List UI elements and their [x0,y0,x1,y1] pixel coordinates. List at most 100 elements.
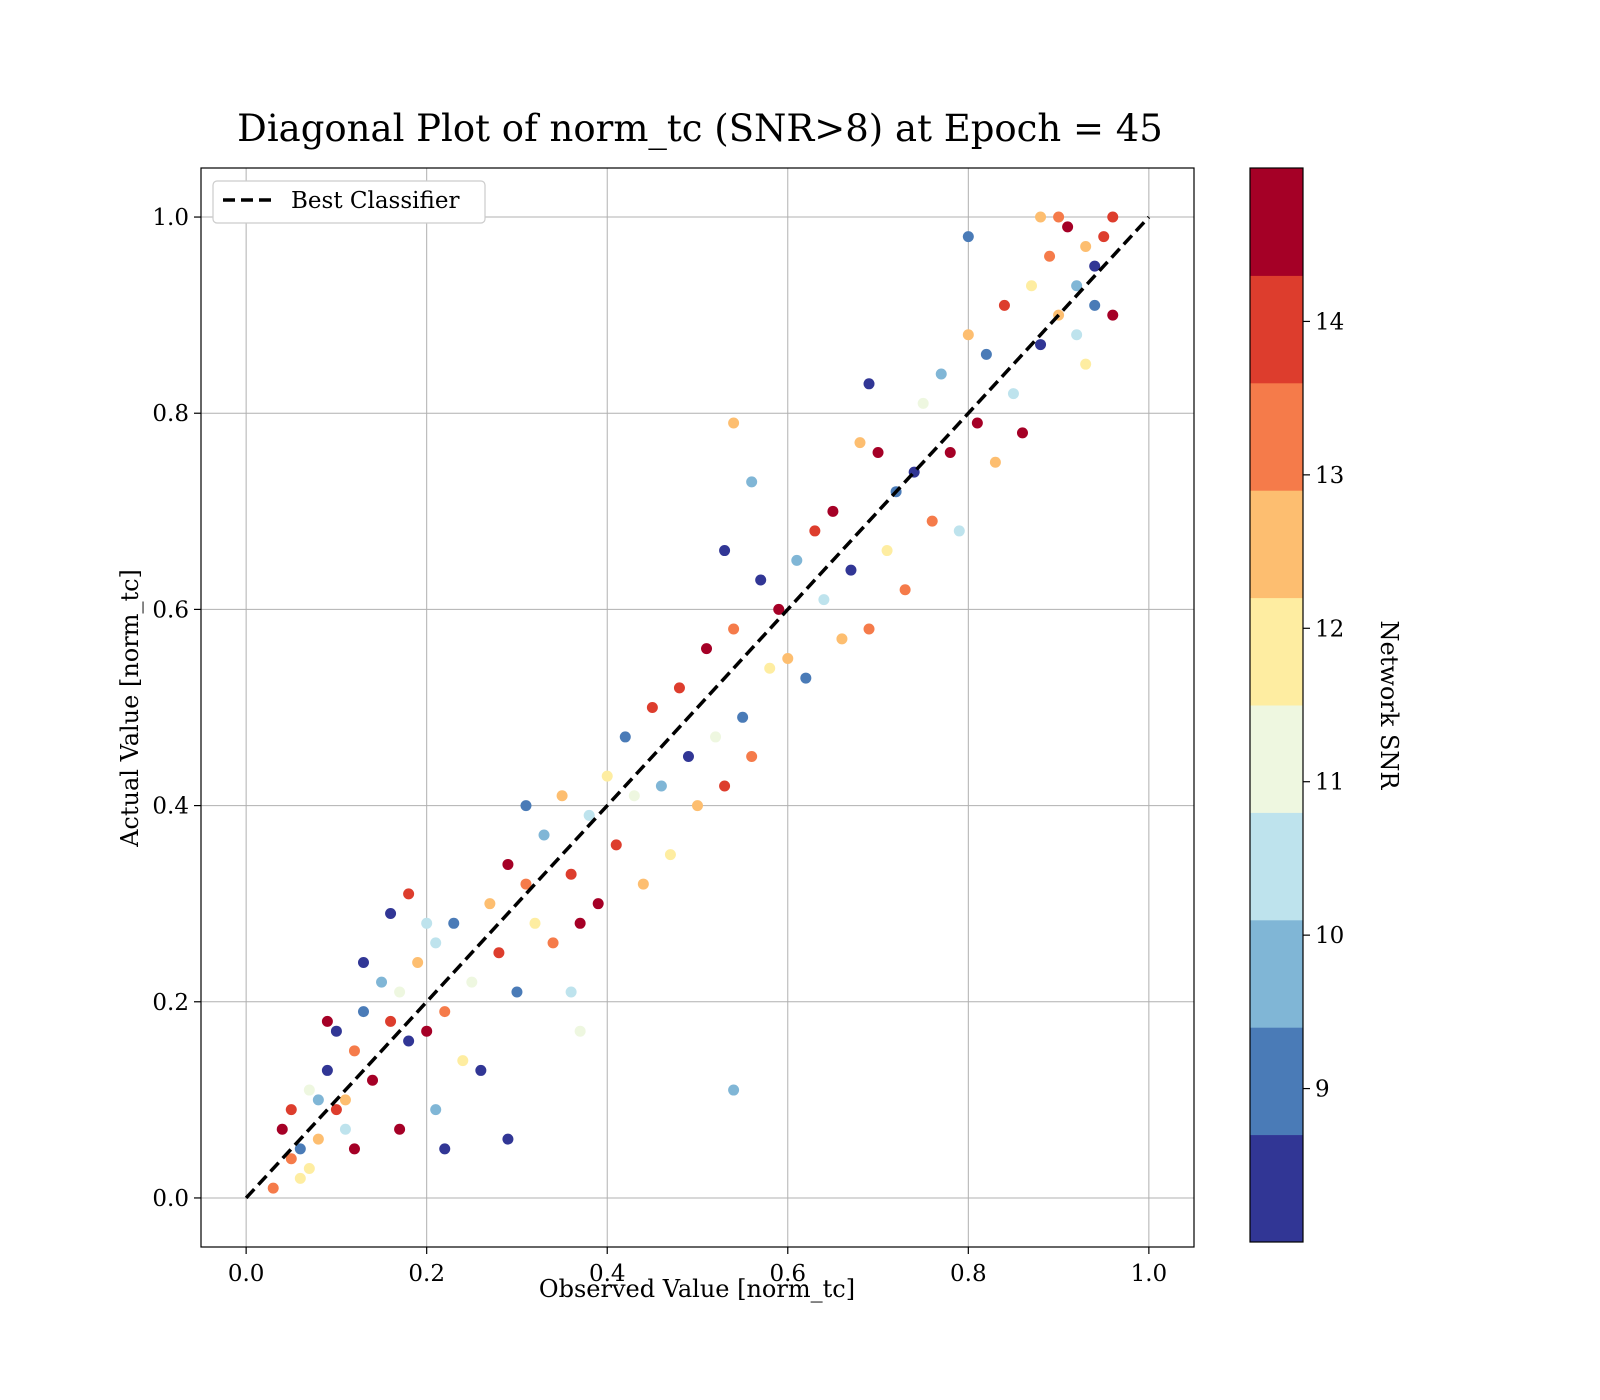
data-point [610,839,622,851]
x-tick-label: 1.0 [1131,1261,1168,1287]
data-point [412,957,424,969]
data-point [1098,231,1110,243]
data-point [475,1064,487,1076]
data-point [466,976,478,988]
colorbar-segment [1250,490,1303,599]
y-tick-label: 0.8 [152,401,189,427]
data-point [556,790,568,802]
data-point [1026,280,1038,292]
colorbar-tick-label: 12 [1315,616,1344,642]
data-point [782,652,794,664]
x-tick-label: 0.2 [408,1261,445,1287]
data-point [719,545,731,557]
y-tick-label: 0.0 [152,1186,189,1212]
data-point [502,858,514,870]
data-point [303,1163,315,1175]
x-tick-label: 0.0 [228,1261,265,1287]
data-point [746,751,758,763]
data-point [1080,240,1092,252]
data-point [330,1025,342,1037]
data-point [646,702,658,713]
best-classifier-line [244,215,1151,1200]
colorbar-frame [1249,167,1304,1243]
data-point [285,1153,297,1165]
y-tick-label: 0.4 [152,794,189,820]
data-point [719,780,731,792]
data-point [962,329,974,341]
colorbar-segment [1250,919,1303,1028]
data-point [1007,388,1019,400]
data-point [944,446,956,458]
data-point [664,849,676,861]
x-tick-label: 0.8 [950,1261,987,1287]
data-point [529,917,541,929]
y-tick-label: 1.0 [152,205,189,231]
data-point [710,731,722,743]
data-point [692,800,703,812]
colorbar-segment [1250,812,1303,921]
data-point [276,1123,288,1135]
data-point [448,917,460,929]
colorbar-segment [1250,597,1303,706]
data-point [312,1133,324,1145]
data-point [511,986,523,998]
data-point [655,780,667,792]
data-point [1107,309,1119,321]
data-point [367,1074,379,1086]
colorbar-label: Network SNR [1375,621,1403,791]
data-point [520,878,532,890]
data-point [484,898,496,910]
colorbar [1250,168,1303,1243]
data-point [1016,427,1028,439]
data-point [385,907,397,919]
colorbar-tick-label: 10 [1315,923,1344,949]
data-point [385,1015,397,1027]
data-point [791,554,803,566]
colorbar-segment [1250,705,1303,813]
y-axis-ticks: 0.0 0.2 0.4 0.6 0.8 1.0 [152,205,201,1212]
data-point [728,623,740,635]
data-point [394,986,406,998]
data-point [547,937,559,949]
data-point [809,525,821,537]
data-point [1071,329,1083,341]
data-point [863,623,875,635]
data-point [845,564,857,576]
data-point [339,1123,351,1135]
data-point [285,1104,297,1116]
data-point [1089,260,1101,272]
data-point [376,976,388,988]
data-point [339,1094,351,1106]
data-point [854,437,866,449]
data-point [294,1172,306,1184]
scatter-points [267,211,1119,1194]
data-point [836,633,848,645]
data-point [971,417,983,429]
data-point [348,1143,360,1155]
data-point [321,1064,333,1076]
legend: Best Classifier [212,180,486,224]
data-point [935,368,947,380]
grid-lines [201,168,1194,1247]
data-point [728,417,740,429]
data-point [267,1182,279,1194]
colorbar-ticks: 9 10 11 12 13 14 [1303,309,1344,1103]
data-point [538,829,550,841]
chart-title: Diagonal Plot of norm_tc (SNR>8) at Epoc… [237,107,1163,151]
x-tick-label: 0.6 [769,1261,806,1287]
colorbar-tick-label: 11 [1315,770,1344,796]
data-point [394,1123,406,1135]
data-point [357,957,369,969]
data-point [818,594,830,606]
legend-box [212,180,486,224]
data-point [321,1015,333,1027]
colorbar-tick-label: 14 [1315,309,1344,335]
data-point [1044,250,1056,262]
data-point [493,947,505,959]
data-point [439,1143,451,1155]
data-point [1089,299,1101,311]
colorbar-tick-label: 9 [1315,1077,1330,1103]
data-point [863,378,875,390]
data-point [357,1006,369,1018]
